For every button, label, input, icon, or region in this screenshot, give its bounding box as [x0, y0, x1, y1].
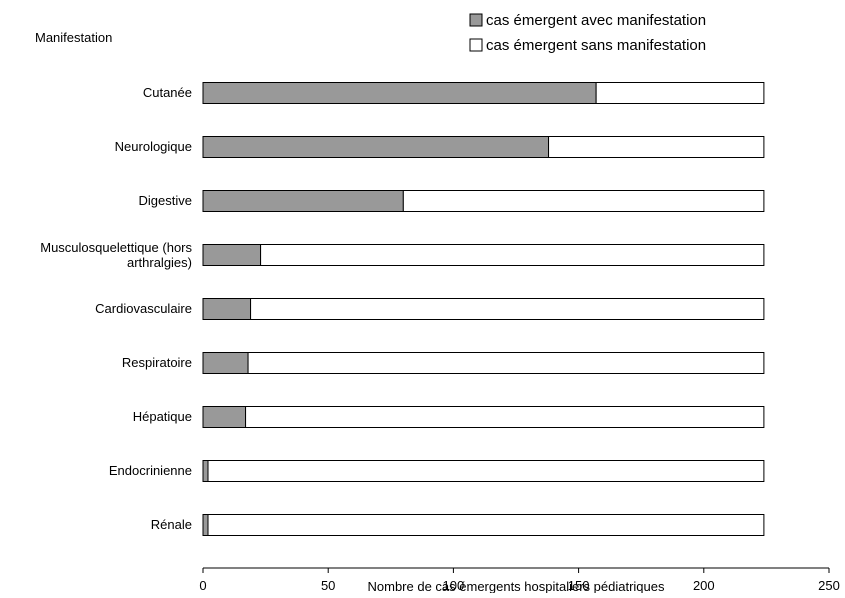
y-axis-labels: Cutanée Neurologique Digestive Musculosquel… [40, 85, 192, 532]
bars-group [202, 82, 765, 536]
legend: cas émergent avec manifestation cas émerg… [469, 12, 706, 54]
bar-sans-8 [207, 514, 765, 536]
category-label-3: Musculosquelettique (hors arthralgies) [40, 240, 192, 270]
category-label-7: Endocrinienne [109, 463, 192, 478]
category-label-0: Cutanée [143, 85, 192, 100]
bar-sans-3 [260, 244, 765, 266]
bar-avec-1 [202, 136, 550, 158]
bar-avec-0 [202, 82, 597, 104]
bar-avec-4 [202, 298, 252, 320]
bar-sans-2 [402, 190, 765, 212]
category-label-8: Rénale [151, 517, 192, 532]
x-tick-label-5: 250 [818, 578, 840, 593]
x-tick-label-3: 150 [568, 578, 590, 593]
legend-swatch-1 [469, 38, 483, 52]
bar-sans-0 [595, 82, 765, 104]
bar-sans-5 [247, 352, 765, 374]
x-tick-label-4: 200 [693, 578, 715, 593]
bar-avec-8 [202, 514, 209, 536]
bar-avec-3 [202, 244, 262, 266]
x-tick-label-2: 100 [443, 578, 465, 593]
category-label-2: Digestive [139, 193, 192, 208]
category-label-5: Respiratoire [122, 355, 192, 370]
x-tick-label-1: 50 [321, 578, 335, 593]
category-label-6: Hépatique [133, 409, 192, 424]
legend-label-1: cas émergent sans manifestation [486, 37, 706, 54]
bar-sans-7 [207, 460, 765, 482]
category-label-1: Neurologique [115, 139, 192, 154]
legend-swatch-0 [469, 13, 483, 27]
bar-sans-6 [245, 406, 765, 428]
x-tick-label-0: 0 [199, 578, 206, 593]
legend-label-0: cas émergent avec manifestation [486, 12, 706, 29]
x-axis: 0 50 100 150 200 250 [199, 567, 840, 593]
bar-sans-1 [548, 136, 765, 158]
y-axis-title: Manifestation [35, 30, 112, 45]
category-label-4: Cardiovasculaire [95, 301, 192, 316]
bar-avec-7 [202, 460, 209, 482]
bar-avec-5 [202, 352, 249, 374]
bar-sans-4 [250, 298, 765, 320]
bar-avec-6 [202, 406, 247, 428]
x-axis-title: Nombre de cas émergents hospitaliers péd… [368, 579, 665, 593]
bar-avec-2 [202, 190, 404, 212]
